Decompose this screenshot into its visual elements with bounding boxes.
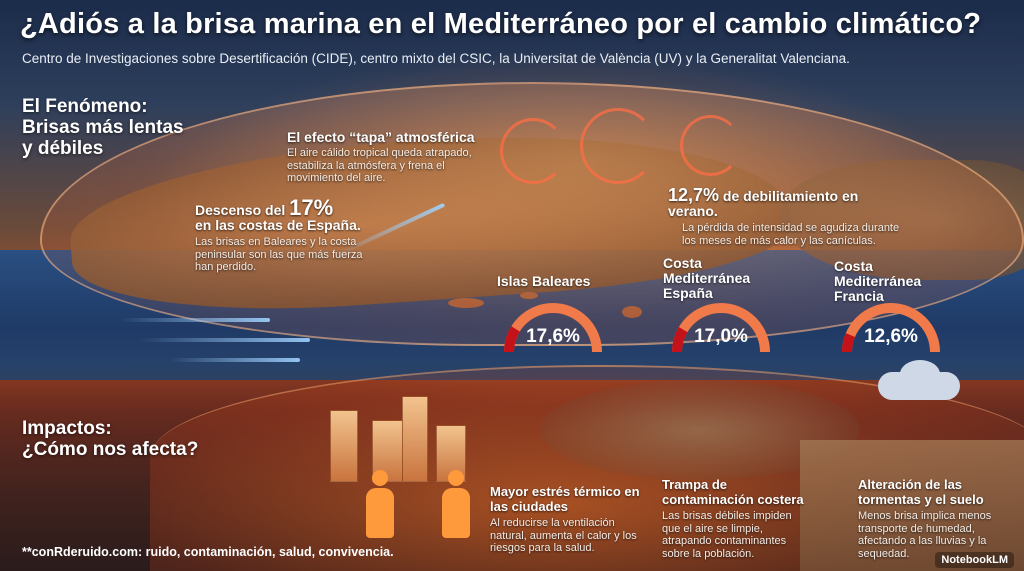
gauge-fill: [842, 333, 856, 353]
hot-air-swirl-icon: [680, 115, 741, 176]
gauge-fill: [504, 326, 520, 353]
gauge-espana: 17,0%: [666, 292, 776, 360]
footer-credit: **conRderuido.com: ruido, contaminación,…: [22, 545, 394, 559]
gauge-value: 17,0%: [694, 326, 748, 347]
lid-effect-body: El aire cálido tropical queda atrapado, …: [287, 147, 472, 184]
brand-badge: NotebookLM: [935, 552, 1014, 568]
decrease-prefix: Descenso del: [195, 202, 290, 218]
wind-stream-icon: [140, 338, 310, 342]
impact-heading: Mayor estrés térmico en las ciudades: [490, 484, 640, 514]
impact-heading: Alteración de las tormentas y el suelo: [858, 477, 984, 507]
impacts-heading-line: Impactos:: [22, 418, 112, 439]
impact-card-pollution: Trampa de contaminación costera Las bris…: [662, 477, 812, 560]
summer-weakening-body: La pérdida de intensidad se agudiza dura…: [682, 222, 900, 247]
decrease-value: 17%: [289, 195, 334, 220]
gauge-fill: [672, 327, 688, 353]
phenomenon-heading-line: El Fenómeno:: [22, 96, 148, 117]
gauge-title-baleares: Islas Baleares: [497, 273, 591, 289]
phenomenon-heading-line: Brisas más lentas: [22, 117, 184, 138]
impact-body: Las brisas débiles impiden que el aire s…: [662, 510, 792, 560]
gauge-value: 17,6%: [526, 326, 580, 347]
cracked-soil-illustration: [800, 440, 1024, 571]
impact-card-storms: Alteración de las tormentas y el suelo M…: [858, 477, 1016, 560]
person-figure-icon: [366, 488, 394, 538]
decrease-body: Las brisas en Baleares y la costa penins…: [195, 236, 363, 273]
city-building-illustration: [402, 396, 428, 482]
person-figure-icon: [372, 470, 388, 486]
decrease-suffix: en las costas de España.: [195, 217, 361, 233]
gauge-arc: [842, 303, 940, 353]
summer-weakening-value: 12,7%: [668, 185, 720, 205]
summer-weakening-callout: 12,7% de debilitamiento en verano. La pé…: [668, 185, 908, 247]
lid-effect-heading: El efecto “tapa” atmosférica: [287, 129, 475, 145]
page-title: ¿Adiós a la brisa marina en el Mediterrá…: [20, 8, 982, 40]
decrease-heading: Descenso del 17% en las costas de España…: [195, 197, 365, 233]
summer-weakening-heading: 12,7% de debilitamiento en verano.: [668, 185, 908, 219]
gauge-francia: 12,6%: [836, 292, 946, 360]
impact-body: Al reducirse la ventilación natural, aum…: [490, 517, 637, 554]
hot-air-swirl-icon: [580, 108, 656, 184]
gauge-arc: [504, 303, 602, 353]
gauge-track: [842, 303, 940, 353]
person-figure-icon: [442, 488, 470, 538]
summer-weakening-suffix: de debilitamiento en verano.: [668, 188, 859, 219]
gauge-baleares: 17,6%: [498, 292, 608, 360]
gauge-title-espana: Costa Mediterránea España: [663, 255, 751, 301]
lid-effect-callout: El efecto “tapa” atmosférica El aire cál…: [287, 130, 497, 185]
impact-body: Menos brisa implica menos transporte de …: [858, 510, 992, 560]
impacts-heading-line: ¿Cómo nos afecta?: [22, 439, 199, 460]
storm-cloud-icon: [900, 360, 940, 388]
city-building-illustration: [330, 410, 358, 482]
hot-air-swirl-icon: [500, 118, 566, 184]
gauge-arc: [672, 303, 770, 353]
impacts-heading: Impactos: ¿Cómo nos afecta?: [22, 418, 198, 460]
page-subtitle: Centro de Investigaciones sobre Desertif…: [22, 51, 850, 66]
person-figure-icon: [448, 470, 464, 486]
gauge-title-francia: Costa Mediterránea Francia: [834, 258, 922, 304]
decrease-callout: Descenso del 17% en las costas de España…: [195, 197, 365, 274]
phenomenon-heading-line: y débiles: [22, 138, 104, 159]
impact-card-heat: Mayor estrés térmico en las ciudades Al …: [490, 484, 650, 555]
phenomenon-heading: El Fenómeno: Brisas más lentas y débiles: [22, 96, 184, 159]
impact-heading: Trampa de contaminación costera: [662, 477, 804, 507]
gauge-value: 12,6%: [864, 326, 918, 347]
wind-stream-icon: [120, 318, 270, 322]
